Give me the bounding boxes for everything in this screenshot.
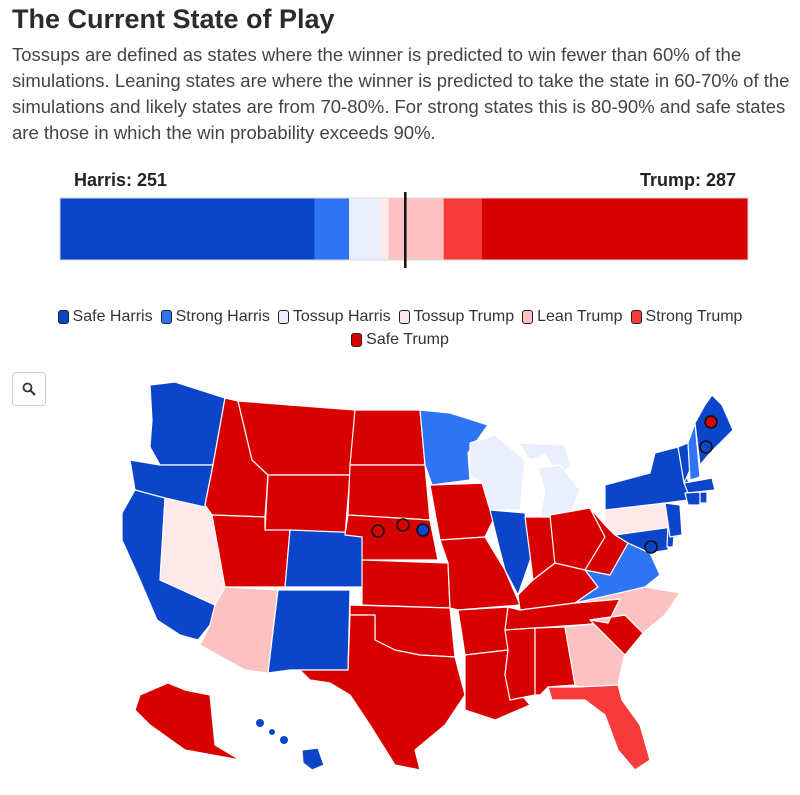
state-hi-island: [280, 736, 288, 744]
state-mn[interactable]: [419, 409, 489, 486]
state-sd[interactable]: [347, 464, 431, 521]
legend-item-tossup-harris[interactable]: Tossup Harris: [277, 305, 391, 328]
legend-swatch: [57, 309, 69, 324]
harris-total-label: Harris: 251: [74, 170, 168, 190]
bar-segment-tossup-trump: [380, 198, 389, 260]
state-tx[interactable]: [299, 614, 466, 771]
state-ma[interactable]: [683, 477, 716, 494]
legend-label: Lean Trump: [537, 308, 623, 325]
legend-swatch: [398, 309, 410, 324]
us-map: [121, 381, 734, 771]
magnifier-icon: [22, 382, 36, 396]
state-mi[interactable]: [537, 464, 581, 518]
state-ia[interactable]: [429, 482, 499, 541]
legend-label: Safe Trump: [366, 331, 449, 348]
legend-swatch: [351, 332, 363, 347]
district-marker-ne-2[interactable]: [396, 518, 410, 532]
legend-item-strong-trump[interactable]: Strong Trump: [630, 305, 743, 328]
legend-label: Tossup Trump: [413, 308, 515, 325]
chart-description: Tossups are defined as states where the …: [12, 44, 790, 143]
state-co[interactable]: [284, 529, 366, 588]
state-ri[interactable]: [699, 491, 708, 504]
electoral-vote-bar: [59, 192, 749, 268]
state-mt[interactable]: [237, 400, 356, 476]
state-nh[interactable]: [687, 422, 701, 481]
state-me[interactable]: [694, 394, 734, 466]
legend-label: Tossup Harris: [292, 308, 391, 325]
zoom-button[interactable]: [12, 372, 46, 406]
state-mo[interactable]: [439, 536, 521, 611]
bar-segment-safe-harris: [60, 198, 315, 260]
state-fl[interactable]: [547, 684, 651, 771]
legend-swatch: [630, 309, 642, 324]
legend-item-lean-trump[interactable]: Lean Trump: [522, 305, 623, 328]
legend-item-tossup-trump[interactable]: Tossup Trump: [398, 305, 515, 328]
state-ms[interactable]: [504, 627, 536, 701]
district-marker-ne-1[interactable]: [371, 524, 385, 538]
legend-label: Safe Harris: [72, 308, 153, 325]
district-marker-ne-3[interactable]: [416, 523, 430, 537]
bar-segment-strong-harris: [314, 198, 350, 260]
state-ks[interactable]: [361, 559, 451, 609]
bar-segment-strong-trump: [443, 198, 483, 260]
state-nm[interactable]: [267, 589, 351, 674]
state-wa[interactable]: [149, 381, 226, 466]
district-marker-dc[interactable]: [644, 540, 658, 554]
trump-total-label: Trump: 287: [639, 170, 736, 190]
state-ct[interactable]: [684, 491, 701, 506]
bar-segment-lean-trump: [388, 198, 444, 260]
legend-swatch: [160, 309, 172, 324]
state-ar[interactable]: [457, 606, 509, 656]
state-wy[interactable]: [264, 474, 351, 536]
district-marker-me-1[interactable]: [699, 440, 713, 454]
legend-label: Strong Harris: [175, 308, 270, 325]
district-marker-me-2[interactable]: [704, 415, 718, 429]
state-hi-island: [269, 729, 275, 735]
legend-swatch: [522, 309, 534, 324]
state-nd[interactable]: [349, 409, 426, 466]
legend-swatch: [277, 309, 289, 324]
state-hi-island: [256, 719, 264, 727]
state-wi[interactable]: [469, 434, 526, 511]
state-ny[interactable]: [604, 446, 691, 511]
state-ak[interactable]: [134, 682, 241, 761]
state-hi[interactable]: [301, 747, 325, 771]
legend-label: Strong Trump: [645, 308, 743, 325]
page-title: The Current State of Play: [12, 4, 335, 34]
state-nj[interactable]: [664, 502, 683, 538]
bar-segment-safe-trump: [482, 198, 748, 260]
legend-item-strong-harris[interactable]: Strong Harris: [160, 305, 270, 328]
legend: Safe Harris Strong Harris Tossup Harris Tos…: [0, 305, 800, 351]
state-nc[interactable]: [574, 586, 681, 634]
bar-frame: [59, 197, 749, 261]
bar-segment-tossup-harris: [349, 198, 381, 260]
legend-item-safe-harris[interactable]: Safe Harris: [57, 305, 153, 328]
legend-item-safe-trump[interactable]: Safe Trump: [351, 328, 449, 351]
